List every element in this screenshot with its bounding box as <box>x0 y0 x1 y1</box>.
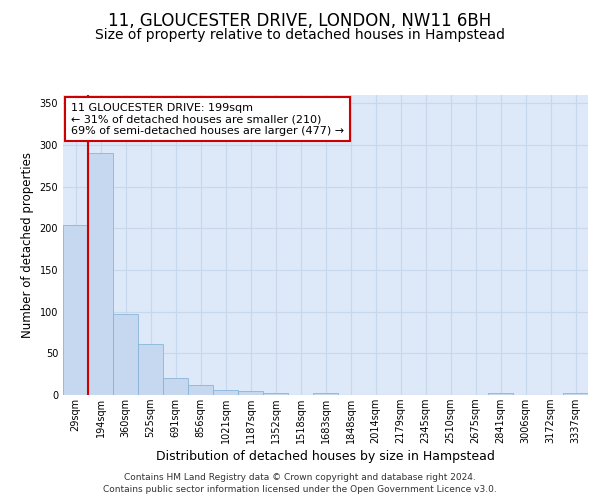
Bar <box>488 392 513 395</box>
Text: 11 GLOUCESTER DRIVE: 199sqm
← 31% of detached houses are smaller (210)
69% of se: 11 GLOUCESTER DRIVE: 199sqm ← 31% of det… <box>71 102 344 136</box>
Bar <box>563 392 588 395</box>
Bar <box>63 225 88 395</box>
Y-axis label: Number of detached properties: Number of detached properties <box>21 152 34 338</box>
Bar <box>88 152 113 395</box>
Text: Contains HM Land Registry data © Crown copyright and database right 2024.
Contai: Contains HM Land Registry data © Crown c… <box>103 472 497 494</box>
Bar <box>138 344 163 395</box>
Bar <box>188 385 213 395</box>
Text: 11, GLOUCESTER DRIVE, LONDON, NW11 6BH: 11, GLOUCESTER DRIVE, LONDON, NW11 6BH <box>109 12 491 30</box>
Bar <box>163 378 188 395</box>
Bar <box>213 390 238 395</box>
Text: Size of property relative to detached houses in Hampstead: Size of property relative to detached ho… <box>95 28 505 42</box>
Bar <box>313 392 338 395</box>
Bar <box>263 394 288 395</box>
Bar <box>238 391 263 395</box>
X-axis label: Distribution of detached houses by size in Hampstead: Distribution of detached houses by size … <box>156 450 495 464</box>
Bar <box>113 314 138 395</box>
